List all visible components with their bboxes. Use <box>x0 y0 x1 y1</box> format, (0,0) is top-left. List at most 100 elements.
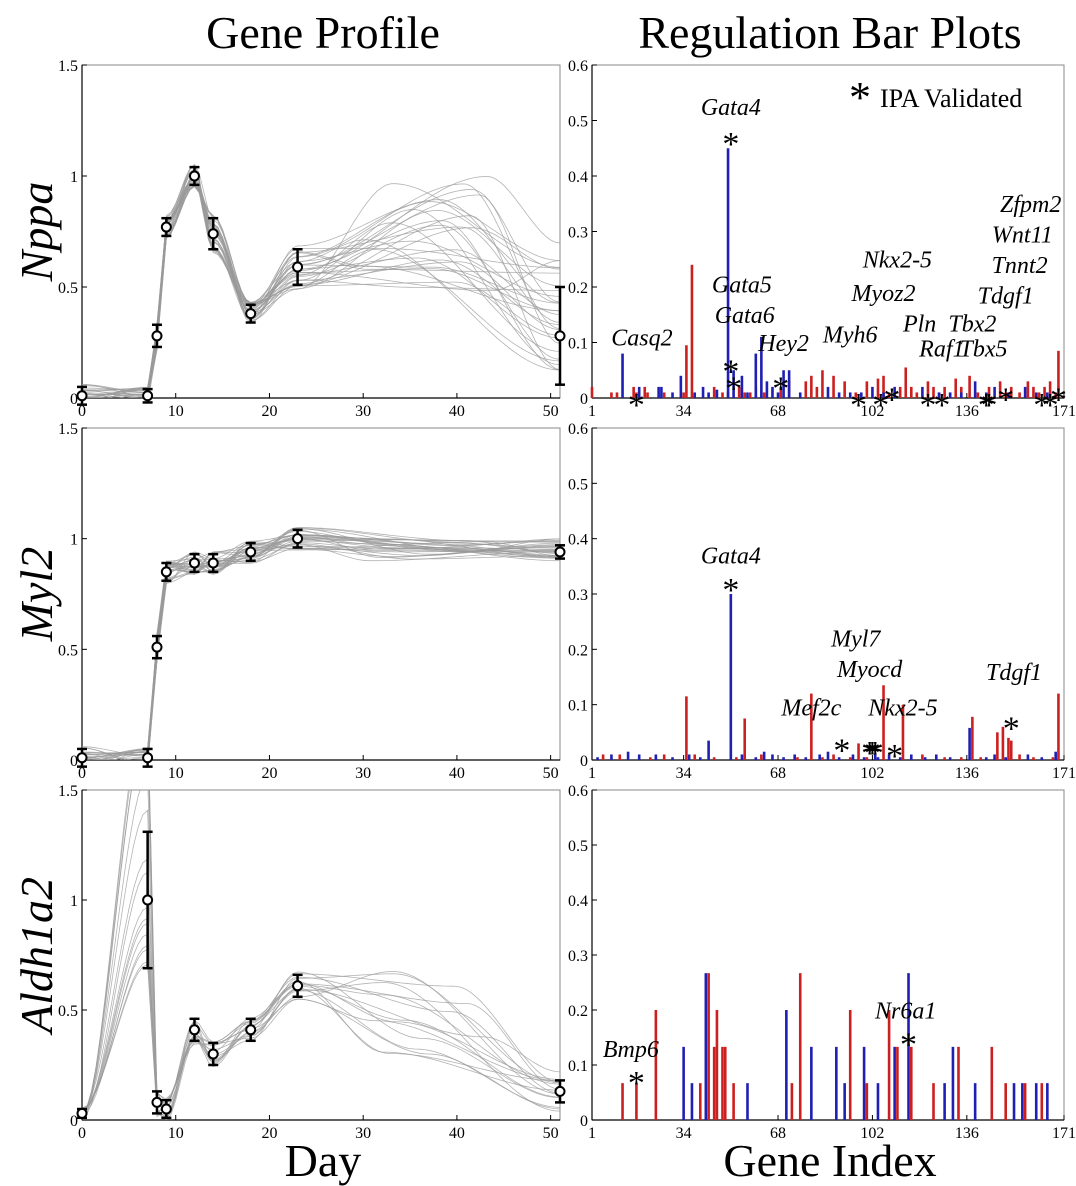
bar-red <box>760 754 763 760</box>
bar-red <box>723 1046 727 1120</box>
bar-red <box>715 1010 719 1120</box>
model-curve <box>82 547 560 759</box>
data-point <box>76 390 88 402</box>
bar-blue <box>740 375 744 398</box>
bar-red <box>887 1010 891 1120</box>
bar-red <box>621 1083 624 1120</box>
bar-red <box>662 754 666 760</box>
ipa-validated-star: * <box>919 387 936 424</box>
bar-red <box>909 1046 913 1120</box>
y-tick-label: 0.1 <box>568 1058 588 1075</box>
bar-blue <box>746 392 749 398</box>
bar-blue <box>837 757 841 760</box>
bar-red <box>1054 392 1057 398</box>
bar-red <box>848 757 852 760</box>
x-tick-label: 102 <box>860 765 884 782</box>
model-curve <box>92 543 560 760</box>
y-tick-label: 1 <box>70 893 78 910</box>
bar-red <box>712 386 716 398</box>
bar-red <box>798 973 802 1120</box>
bar-blue <box>1012 1083 1016 1120</box>
gene-annotation-nkx2-5: Nkx2-5 <box>862 248 932 274</box>
bar-blue <box>626 751 630 760</box>
bar-blue <box>1034 392 1038 398</box>
bar-red <box>979 757 983 760</box>
y-tick-label: 0.4 <box>568 169 588 186</box>
bar-red <box>901 704 905 760</box>
y-tick-label: 0.5 <box>568 114 588 131</box>
bar-blue <box>754 757 758 760</box>
bar-red <box>654 1010 658 1120</box>
bar-red <box>790 1083 794 1120</box>
ipa-validated-star: * <box>1042 387 1059 424</box>
ipa-validated-star: * <box>978 387 995 424</box>
bar-red <box>887 392 891 398</box>
regulation-panel-nppa: 00.10.20.30.40.50.61 34 68 102 136 171**** * * *… <box>568 58 1076 424</box>
y-tick-label: 0 <box>580 753 588 770</box>
x-tick-label: 0 <box>78 1125 86 1142</box>
bar-red <box>832 754 835 760</box>
y-tick-label: 1 <box>70 169 78 186</box>
bar-blue <box>923 757 927 760</box>
y-tick-label: 0.5 <box>58 280 78 297</box>
ipa-validated-star: * <box>981 387 998 424</box>
bar-blue <box>793 754 796 760</box>
gene-label-nppa: Nppa <box>11 182 62 283</box>
bar-blue <box>671 757 674 760</box>
bar-red <box>1009 386 1013 398</box>
model-curve <box>113 534 560 760</box>
bar-red <box>832 375 835 398</box>
bar-blue <box>707 740 710 760</box>
model-curve <box>147 183 560 398</box>
bar-blue <box>993 386 996 398</box>
y-tick-label: 0.5 <box>58 1003 78 1020</box>
bar-blue <box>1046 392 1049 398</box>
gene-annotation-pln: Pln <box>902 311 936 337</box>
x-tick-label: 50 <box>543 1125 559 1142</box>
data-point <box>554 330 566 342</box>
bar-blue <box>1054 751 1057 760</box>
bar-red <box>882 375 885 398</box>
x-tick-label: 34 <box>676 403 692 420</box>
bar-red <box>865 757 869 760</box>
bar-red <box>810 693 813 760</box>
bar-blue <box>687 754 691 760</box>
model-curve <box>147 536 560 760</box>
bar-red <box>921 754 924 760</box>
gene-annotation-bmp6: Bmp6 <box>603 1037 659 1063</box>
gene-annotation-gata4: Gata4 <box>701 544 761 570</box>
bar-red <box>990 1046 994 1120</box>
x-tick-label: 40 <box>449 403 465 420</box>
bar-red <box>932 386 935 398</box>
ipa-validated-star: * <box>861 735 878 772</box>
x-tick-label: 68 <box>770 403 786 420</box>
gene-label-aldh1a2: Aldh1a2 <box>11 877 62 1036</box>
y-tick-label: 0.5 <box>568 476 588 493</box>
data-point <box>292 980 304 992</box>
x-tick-label: 1 <box>588 765 596 782</box>
bar-blue <box>893 386 896 398</box>
gene-annotation-gata6: Gata6 <box>715 303 775 329</box>
x-tick-label: 171 <box>1052 765 1076 782</box>
gene-annotation-tdgf1: Tdgf1 <box>978 284 1034 310</box>
bar-blue <box>1023 386 1027 398</box>
gene-annotation-zfpm2: Zfpm2 <box>1000 192 1061 218</box>
bar-red <box>646 392 649 398</box>
bar-red <box>943 757 946 760</box>
y-tick-label: 0.2 <box>568 1003 588 1020</box>
bar-blue <box>818 754 821 760</box>
bar-red <box>649 757 652 760</box>
ipa-validated-star: * <box>872 387 889 424</box>
x-tick-label: 1 <box>588 1125 596 1142</box>
bar-red <box>1023 1083 1027 1120</box>
x-tick-label: 102 <box>860 1125 884 1142</box>
data-point <box>160 221 172 233</box>
bar-red <box>1018 754 1021 760</box>
bar-red <box>1026 381 1030 398</box>
x-tick-label: 40 <box>449 765 465 782</box>
bar-red <box>779 386 783 398</box>
xlabel-gene-index: Gene Index <box>723 1135 936 1186</box>
bar-blue <box>693 392 697 398</box>
y-tick-label: 1 <box>70 532 78 549</box>
ipa-validated-star: * <box>628 1065 645 1102</box>
